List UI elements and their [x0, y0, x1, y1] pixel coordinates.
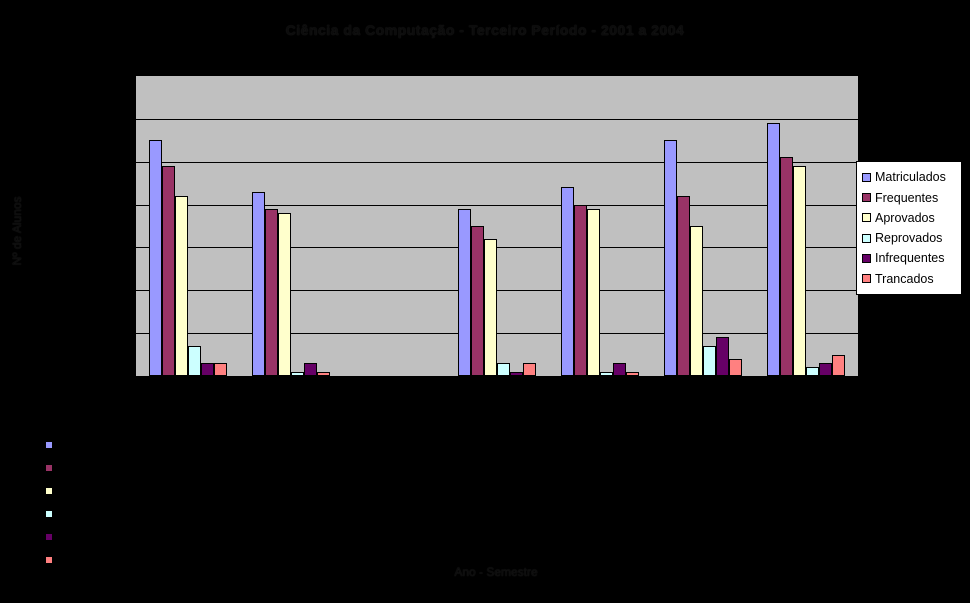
bar-reprovados: [600, 371, 614, 376]
bar-frequentes: [471, 226, 484, 376]
legend-label: Reprovados: [875, 231, 943, 246]
legend-item: Reprovados: [862, 231, 961, 245]
legend-label: Infrequentes: [875, 251, 945, 266]
bar-matriculados: [458, 208, 471, 376]
bar-reprovados: [806, 367, 820, 376]
legend-item: Infrequentes: [862, 251, 961, 265]
bar-reprovados: [290, 371, 304, 376]
bar-reprovados: [703, 346, 717, 376]
bar-trancados: [729, 358, 743, 376]
bar-aprovados: [587, 208, 601, 376]
bar-trancados: [213, 363, 227, 376]
bar-matriculados: [767, 123, 781, 376]
legend-item: Trancados: [862, 272, 961, 286]
bar-infrequentes: [613, 363, 627, 376]
gridline: [136, 118, 858, 120]
legend-swatch-matriculados: [862, 172, 871, 182]
bar-matriculados: [148, 140, 162, 376]
legend-item: Matriculados: [862, 170, 961, 184]
gridline: [136, 290, 858, 292]
bar-infrequentes: [716, 337, 730, 376]
bar-infrequentes: [200, 363, 214, 376]
legend-label: Aprovados: [875, 210, 935, 225]
legend-item: Frequentes: [862, 191, 961, 205]
bar-aprovados: [277, 213, 291, 376]
chart-title: Ciência da Computação - Terceiro Período…: [285, 22, 685, 38]
mini-swatch-frequentes: [45, 464, 53, 472]
bar-frequentes: [780, 157, 794, 376]
bar-frequentes: [677, 196, 691, 376]
bar-trancados: [832, 354, 846, 376]
bar-aprovados: [484, 238, 497, 376]
bar-infrequentes: [510, 371, 523, 376]
bar-infrequentes: [303, 363, 317, 376]
bar-trancados: [626, 371, 640, 376]
legend-swatch-aprovados: [862, 213, 871, 223]
bar-aprovados: [690, 226, 704, 376]
bar-trancados: [523, 363, 536, 376]
gridline: [136, 247, 858, 249]
mini-swatch-trancados: [45, 556, 53, 564]
legend: Matriculados Frequentes Aprovados Reprov…: [856, 161, 962, 295]
bar-reprovados: [187, 346, 201, 376]
bar-frequentes: [574, 204, 588, 376]
bar-aprovados: [793, 166, 807, 376]
bar-trancados: [316, 371, 330, 376]
y-axis-title: Nº de Alunos: [10, 196, 24, 266]
bar-matriculados: [664, 140, 678, 376]
legend-swatch-frequentes: [862, 193, 871, 203]
bar-matriculados: [561, 187, 575, 376]
gridline: [136, 204, 858, 206]
bar-frequentes: [264, 208, 278, 376]
gridline: [136, 161, 858, 163]
bar-matriculados: [251, 191, 265, 376]
mini-swatch-aprovados: [45, 487, 53, 495]
legend-swatch-trancados: [862, 274, 871, 284]
bar-reprovados: [497, 363, 510, 376]
mini-swatch-reprovados: [45, 510, 53, 518]
legend-swatch-reprovados: [862, 233, 871, 243]
gridline: [136, 333, 858, 335]
legend-label: Frequentes: [875, 190, 939, 205]
legend-label: Matriculados: [875, 170, 946, 185]
mini-swatch-infrequentes: [45, 533, 53, 541]
x-axis-title: Ano - Semestre: [454, 565, 538, 579]
bar-infrequentes: [819, 363, 833, 376]
mini-swatch-matriculados: [45, 441, 53, 449]
secondary-series-key: [45, 441, 53, 579]
bar-frequentes: [161, 166, 175, 376]
bar-aprovados: [174, 196, 188, 376]
legend-swatch-infrequentes: [862, 253, 871, 263]
legend-label: Trancados: [875, 271, 934, 286]
plot-area: [135, 75, 859, 377]
legend-item: Aprovados: [862, 211, 961, 225]
